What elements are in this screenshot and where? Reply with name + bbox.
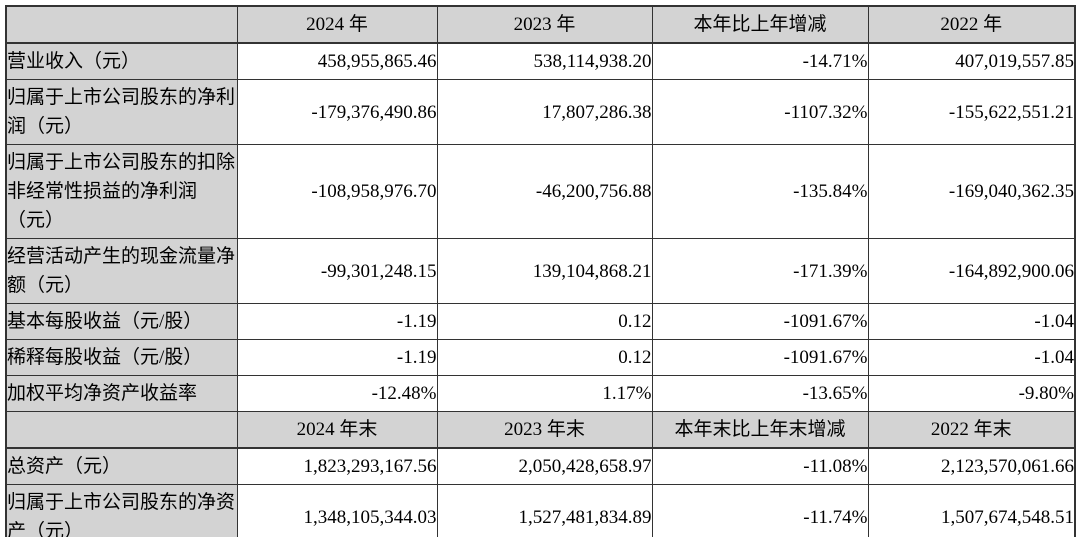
cell-roe-2023: 1.17% [436, 375, 653, 412]
row-operating-revenue: 营业收入（元） 458,955,865.46 538,114,938.20 -1… [5, 42, 1076, 80]
cell-basic-eps-2023: 0.12 [436, 303, 653, 340]
yearend-header-row: 2024 年末 2023 年末 本年末比上年末增减 2022 年末 [5, 411, 1076, 449]
cell-diluted-eps-2023: 0.12 [436, 339, 653, 376]
cell-cash-flow-2023: 139,104,868.21 [436, 238, 653, 304]
cell-cash-flow-change: -171.39% [651, 238, 869, 304]
cell-cash-flow-2022: -164,892,900.06 [867, 238, 1076, 304]
cell-net-assets-2024: 1,348,105,344.03 [236, 484, 438, 537]
cell-diluted-eps-2024: -1.19 [236, 339, 438, 376]
row-total-assets: 总资产（元） 1,823,293,167.56 2,050,428,658.97… [5, 447, 1076, 485]
row-label-operating-revenue: 营业收入（元） [5, 42, 238, 80]
cell-roe-2024: -12.48% [236, 375, 438, 412]
cell-total-assets-2024: 1,823,293,167.56 [236, 447, 438, 485]
yearend-header-blank [5, 411, 238, 449]
cell-net-profit-excl-2022: -169,040,362.35 [867, 144, 1076, 239]
cell-total-assets-2023: 2,050,428,658.97 [436, 447, 653, 485]
row-label-weighted-avg-roe: 加权平均净资产收益率 [5, 375, 238, 412]
row-weighted-avg-roe: 加权平均净资产收益率 -12.48% 1.17% -13.65% -9.80% [5, 375, 1076, 412]
cell-net-profit-excl-2023: -46,200,756.88 [436, 144, 653, 239]
annual-header-yoy-change: 本年比上年增减 [651, 5, 869, 44]
yearend-header-yoy-change: 本年末比上年末增减 [651, 411, 869, 449]
row-label-operating-cash-flow-net: 经营活动产生的现金流量净额（元） [5, 238, 238, 304]
cell-diluted-eps-2022: -1.04 [867, 339, 1076, 376]
annual-header-row: 2024 年 2023 年 本年比上年增减 2022 年 [5, 5, 1076, 44]
cell-operating-revenue-2023: 538,114,938.20 [436, 42, 653, 80]
cell-net-profit-2023: 17,807,286.38 [436, 79, 653, 145]
cell-total-assets-2022: 2,123,570,061.66 [867, 447, 1076, 485]
row-label-net-assets-attributable: 归属于上市公司股东的净资产（元） [5, 484, 238, 537]
cell-diluted-eps-change: -1091.67% [651, 339, 869, 376]
cell-operating-revenue-2022: 407,019,557.85 [867, 42, 1076, 80]
yearend-header-2023: 2023 年末 [436, 411, 653, 449]
cell-roe-change: -13.65% [651, 375, 869, 412]
yearend-header-2022: 2022 年末 [867, 411, 1076, 449]
cell-net-profit-excl-2024: -108,958,976.70 [236, 144, 438, 239]
row-operating-cash-flow-net: 经营活动产生的现金流量净额（元） -99,301,248.15 139,104,… [5, 238, 1076, 304]
cell-basic-eps-2024: -1.19 [236, 303, 438, 340]
row-label-basic-eps: 基本每股收益（元/股） [5, 303, 238, 340]
cell-operating-revenue-2024: 458,955,865.46 [236, 42, 438, 80]
cell-net-assets-2023: 1,527,481,834.89 [436, 484, 653, 537]
cell-cash-flow-2024: -99,301,248.15 [236, 238, 438, 304]
cell-basic-eps-change: -1091.67% [651, 303, 869, 340]
row-net-profit-excl-nonrecurring: 归属于上市公司股东的扣除非经常性损益的净利润（元） -108,958,976.7… [5, 144, 1076, 239]
cell-net-profit-excl-change: -135.84% [651, 144, 869, 239]
cell-net-profit-2024: -179,376,490.86 [236, 79, 438, 145]
cell-roe-2022: -9.80% [867, 375, 1076, 412]
annual-header-2023: 2023 年 [436, 5, 653, 44]
cell-operating-revenue-change: -14.71% [651, 42, 869, 80]
row-diluted-eps: 稀释每股收益（元/股） -1.19 0.12 -1091.67% -1.04 [5, 339, 1076, 376]
annual-header-2022: 2022 年 [867, 5, 1076, 44]
row-label-total-assets: 总资产（元） [5, 447, 238, 485]
cell-net-profit-2022: -155,622,551.21 [867, 79, 1076, 145]
row-label-net-profit-excl-nonrecurring: 归属于上市公司股东的扣除非经常性损益的净利润（元） [5, 144, 238, 239]
annual-header-2024: 2024 年 [236, 5, 438, 44]
cell-net-profit-change: -1107.32% [651, 79, 869, 145]
row-net-assets-attributable: 归属于上市公司股东的净资产（元） 1,348,105,344.03 1,527,… [5, 484, 1076, 537]
row-label-diluted-eps: 稀释每股收益（元/股） [5, 339, 238, 376]
cell-total-assets-change: -11.08% [651, 447, 869, 485]
cell-basic-eps-2022: -1.04 [867, 303, 1076, 340]
financial-summary-table: 2024 年 2023 年 本年比上年增减 2022 年 营业收入（元） 458… [5, 5, 1076, 537]
cell-net-assets-change: -11.74% [651, 484, 869, 537]
annual-header-blank [5, 5, 238, 44]
row-net-profit-attributable: 归属于上市公司股东的净利润（元） -179,376,490.86 17,807,… [5, 79, 1076, 145]
cell-net-assets-2022: 1,507,674,548.51 [867, 484, 1076, 537]
yearend-header-2024: 2024 年末 [236, 411, 438, 449]
row-label-net-profit-attributable: 归属于上市公司股东的净利润（元） [5, 79, 238, 145]
row-basic-eps: 基本每股收益（元/股） -1.19 0.12 -1091.67% -1.04 [5, 303, 1076, 340]
